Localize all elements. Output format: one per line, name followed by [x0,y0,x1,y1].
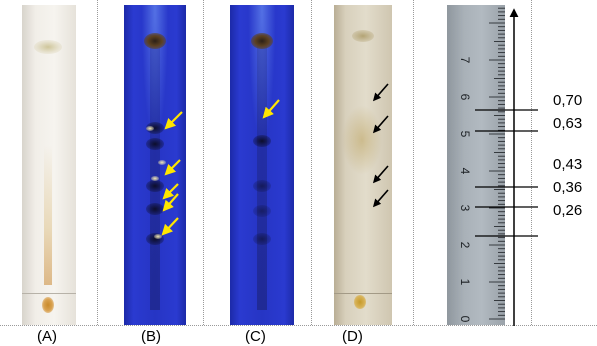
spot-band [146,180,164,192]
origin-line [22,293,76,294]
spot-band [253,180,271,192]
sample-band [342,105,382,175]
panel-divider [413,0,414,325]
arrow-down-left-icon [372,189,389,208]
ruler-number: 5 [458,131,472,138]
panel-divider [311,0,312,325]
spot-band [146,203,164,215]
fluorescent-spot [158,160,166,165]
ruler-scale: 7 6 5 4 3 2 1 0 [458,7,505,323]
spot-band [146,138,164,150]
bottom-divider [0,325,597,326]
origin-line [334,293,392,294]
solvent-front-spot [144,33,166,49]
spot-band [253,135,271,147]
arrow-down-left-icon [372,165,389,184]
panel-label-a: (A) [37,328,57,345]
arrow-down-left-icon [262,99,280,119]
solvent-front-spot [34,40,62,54]
rf-label: 0,43 [553,156,583,173]
fluorescent-spot [146,126,154,131]
arrow-down-left-icon [164,159,181,176]
arrow-down-left-icon [372,83,389,102]
spot-band [253,205,271,217]
panel-label-d: (D) [342,328,363,345]
origin-spot [354,295,366,309]
ruler-number: 7 [458,57,472,64]
solvent-front-spot [352,30,374,42]
fluorescent-spot [154,234,162,239]
spot-band [253,233,271,245]
ruler-number: 4 [458,168,472,175]
arrow-down-left-icon [164,111,183,130]
ruler-number: 1 [458,279,472,286]
spot-band [146,122,164,134]
fluorescent-spot [151,176,159,181]
panel-divider [531,0,532,325]
sample-trail [44,145,52,285]
rf-label: 0,26 [553,202,583,219]
sample-lane [257,35,267,310]
panel-divider [203,0,204,325]
panel-label-b: (B) [141,328,161,345]
panel-label-c: (C) [245,328,266,345]
ruler: 7 6 5 4 3 2 1 0 [447,5,505,325]
tlc-plate-d [334,5,392,325]
rf-label: 0,36 [553,179,583,196]
ruler-number: 3 [458,205,472,212]
sample-lane [150,35,160,310]
ruler-number: 6 [458,94,472,101]
ruler-number: 2 [458,242,472,249]
arrow-down-left-icon [161,217,179,236]
panel-divider [97,0,98,325]
arrow-down-left-icon [162,183,179,200]
tlc-plate-a [22,5,76,325]
arrow-down-left-icon [372,115,389,134]
rf-label: 0,70 [553,92,583,109]
origin-spot [42,297,54,313]
tlc-plate-c-uv [230,5,294,325]
solvent-front-spot [251,33,273,49]
arrow-down-left-icon [162,193,179,212]
rf-label: 0,63 [553,115,583,132]
ruler-number: 0 [458,316,472,323]
